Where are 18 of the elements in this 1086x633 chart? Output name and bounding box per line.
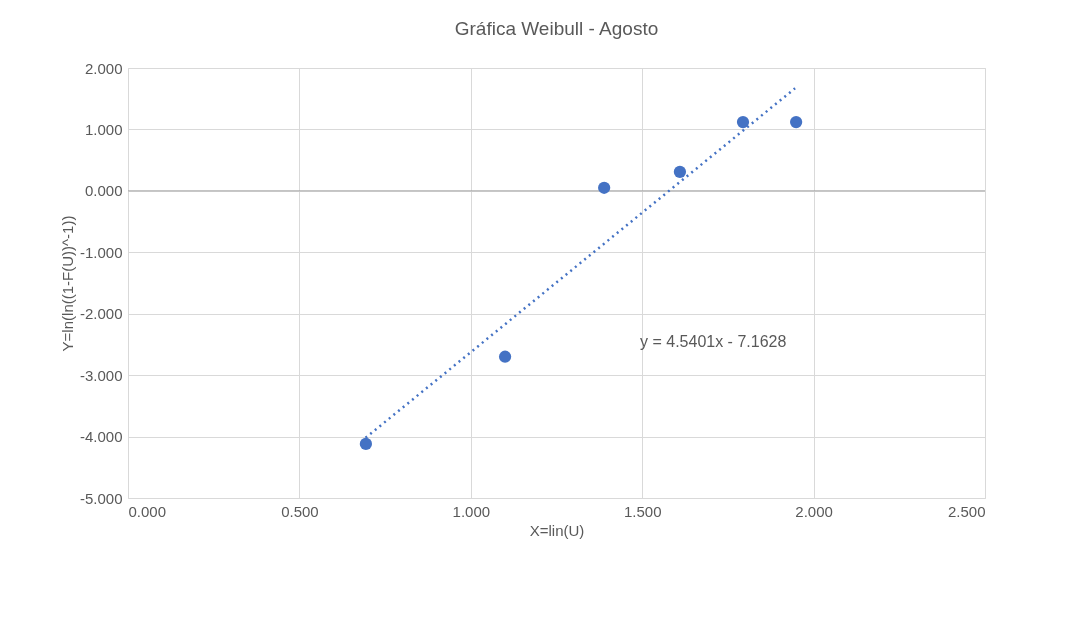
x-tick-label: 0.500 — [281, 502, 319, 520]
y-axis-title: Y=ln(ln((1-F(U))^-1)) — [58, 215, 76, 352]
x-tick-label: 1.000 — [452, 502, 491, 520]
x-tick-label: 1.500 — [623, 502, 662, 520]
annotation: y = 4.5401x - 7.1628 — [640, 333, 787, 350]
y-tick-label: 2.000 — [84, 59, 123, 77]
y-tick-label: 0.000 — [84, 182, 123, 200]
x-tick-label: 2.500 — [947, 502, 986, 520]
y-tick-label: -1.000 — [79, 243, 123, 261]
x-axis-title: X=lin(U) — [529, 521, 585, 539]
x-tick-label: 0.000 — [128, 502, 167, 520]
y-tick-label: -2.000 — [79, 305, 123, 323]
x-tick-label: 2.000 — [795, 502, 833, 520]
y-tick-label: 1.000 — [84, 120, 123, 138]
y-tick-label: -3.000 — [79, 366, 123, 384]
chart-title: Gráfica Weibull - Agosto — [454, 18, 659, 39]
y-tick-label: -5.000 — [79, 489, 123, 507]
y-tick-label: -4.000 — [79, 428, 123, 446]
